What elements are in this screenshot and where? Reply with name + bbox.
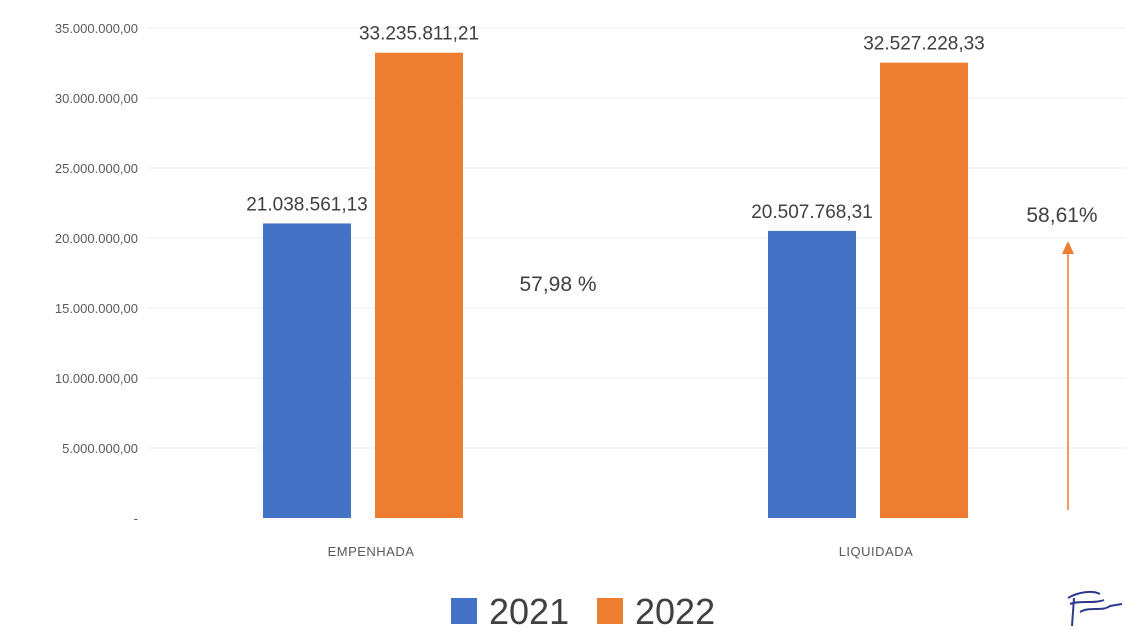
y-tick-label: 30.000.000,00 [55,91,138,106]
legend-label: 2022 [635,591,715,630]
y-tick-label: 10.000.000,00 [55,371,138,386]
x-axis: EMPENHADA LIQUIDADA [328,544,914,559]
bar-2022-liquidada [880,62,968,518]
data-label: 20.507.768,31 [751,202,873,223]
y-axis: - 5.000.000,00 10.000.000,00 15.000.000,00 2… [55,21,138,526]
y-tick-label: 35.000.000,00 [55,21,138,36]
y-tick-label: 15.000.000,00 [55,301,138,316]
y-tick-label: 5.000.000,00 [62,441,138,456]
y-tick-label: 25.000.000,00 [55,161,138,176]
bar-2021-empenhada [263,223,351,518]
annotations: 57,98 % 58,61% [519,204,1098,510]
data-labels: 21.038.561,13 33.235.811,21 20.507.768,31 3… [246,24,985,223]
x-tick-label: LIQUIDADA [839,544,914,559]
legend-swatch-2021 [451,598,477,624]
legend-label: 2021 [489,591,569,630]
annotation-arrow-head [1062,241,1074,254]
y-tick-label: 20.000.000,00 [55,231,138,246]
x-tick-label: EMPENHADA [328,544,415,559]
annotation-percentage: 58,61% [1026,204,1097,227]
legend-swatch-2022 [597,598,623,624]
legend: 2021 2022 [451,591,715,630]
bars [263,52,968,519]
data-label: 21.038.561,13 [246,194,368,215]
annotation-percentage: 57,98 % [519,273,596,296]
signature-mark [1067,590,1123,627]
bar-2022-empenhada [375,52,463,519]
data-label: 33.235.811,21 [359,24,479,45]
y-tick-label: - [134,511,138,526]
data-label: 32.527.228,33 [863,34,985,55]
bar-2021-liquidada [768,230,856,519]
